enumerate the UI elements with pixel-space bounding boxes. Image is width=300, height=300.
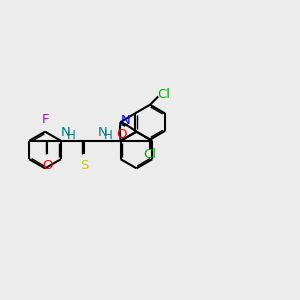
Text: Cl: Cl — [143, 148, 157, 161]
Text: O: O — [116, 128, 127, 142]
Text: S: S — [80, 159, 88, 172]
Text: H: H — [67, 129, 76, 142]
Text: F: F — [41, 113, 49, 126]
Text: N: N — [61, 126, 71, 140]
Text: H: H — [104, 129, 113, 142]
Text: O: O — [42, 159, 53, 172]
Text: Cl: Cl — [157, 88, 170, 101]
Text: N: N — [98, 126, 107, 140]
Text: N: N — [121, 114, 130, 128]
